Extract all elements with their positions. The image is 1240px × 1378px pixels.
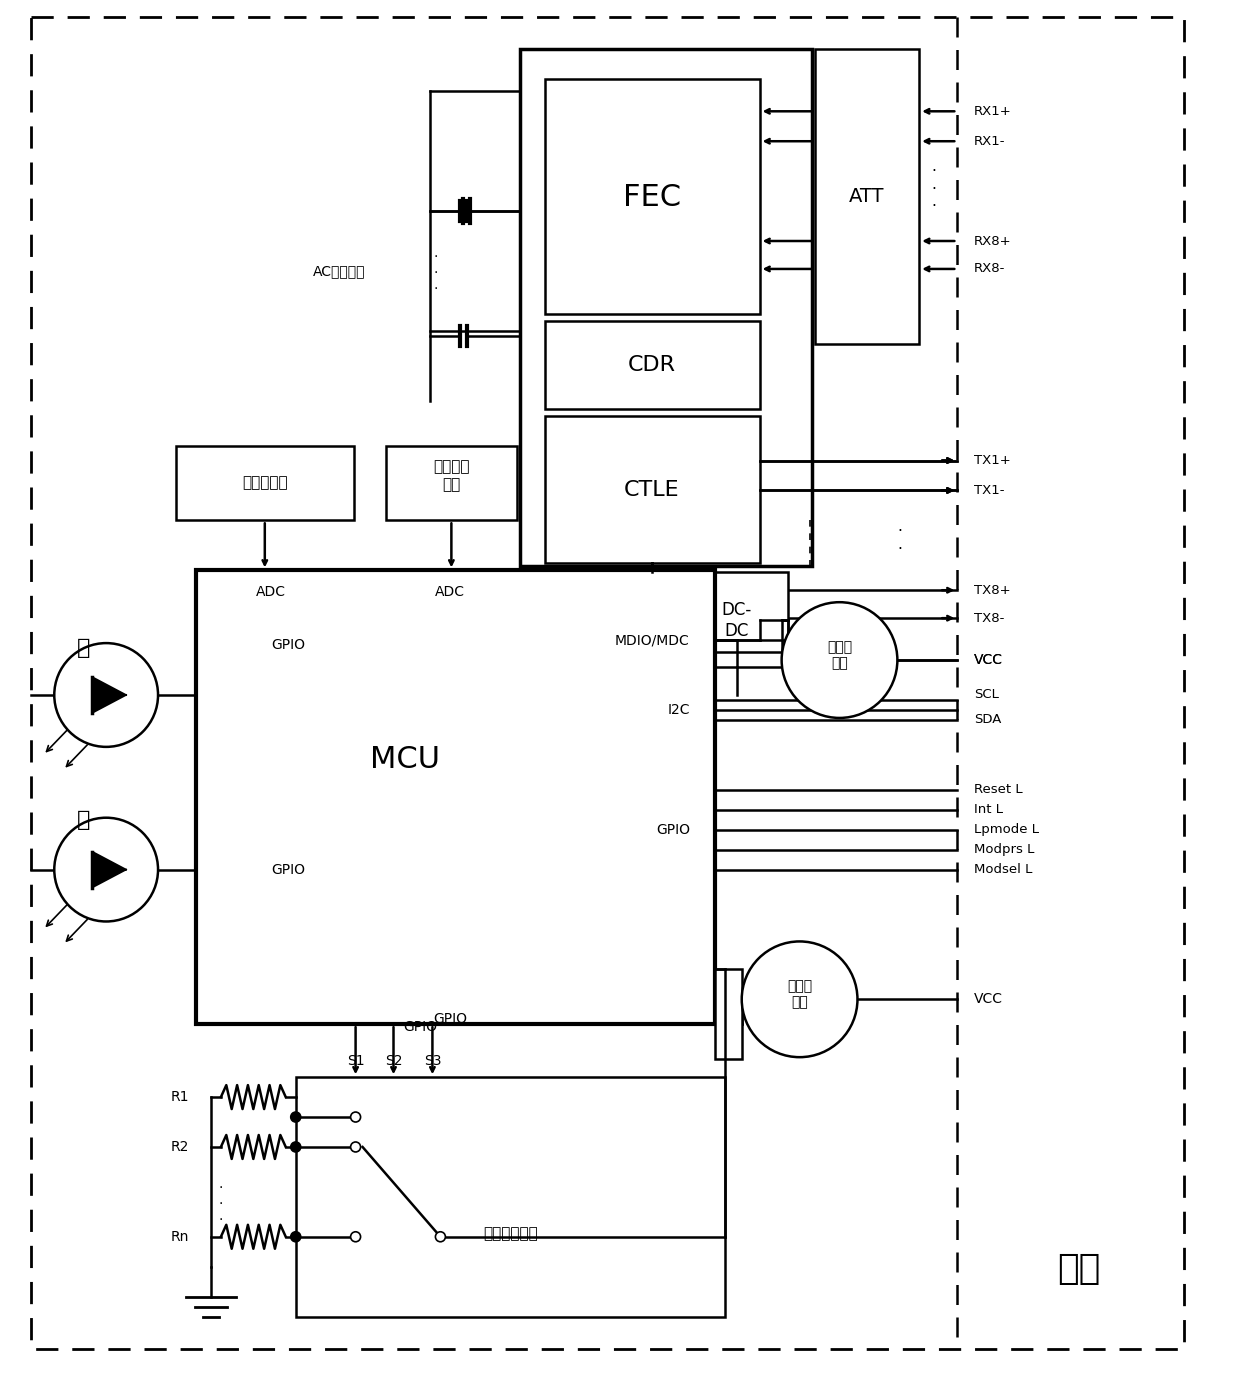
Circle shape [351,1142,361,1152]
Text: ·
·
·: · · · [218,1181,223,1226]
Text: S3: S3 [424,1054,441,1068]
Text: R2: R2 [171,1140,188,1153]
Bar [386,445,517,521]
Text: 多路控制开关: 多路控制开关 [482,1226,538,1242]
Polygon shape [92,852,126,887]
Text: GPIO: GPIO [656,823,689,836]
Circle shape [435,1232,445,1242]
Bar [521,50,811,566]
Text: Rn: Rn [171,1229,188,1244]
Text: RX1+: RX1+ [975,105,1012,117]
Text: RX1-: RX1- [975,135,1006,147]
Circle shape [290,1232,301,1242]
Bar [176,445,353,521]
Text: CDR: CDR [627,354,676,375]
Text: MDIO/MDC: MDIO/MDC [615,633,689,648]
Bar [714,969,742,1060]
Circle shape [781,602,898,718]
Text: GPIO: GPIO [403,1020,438,1035]
Text: ·
·: · · [897,524,901,557]
Text: RX8-: RX8- [975,262,1006,276]
Text: DC-
DC: DC- DC [722,601,751,639]
Circle shape [290,1112,301,1122]
Text: Reset L: Reset L [975,783,1023,796]
Text: I2C: I2C [667,703,689,717]
Text: CTLE: CTLE [624,481,680,500]
Text: TX8+: TX8+ [975,584,1011,597]
Text: 温度传感器: 温度传感器 [242,475,288,491]
Circle shape [55,644,157,747]
Text: 红: 红 [77,810,89,830]
Text: TX1-: TX1- [975,484,1004,497]
Text: SDA: SDA [975,714,1002,726]
Bar [686,572,787,667]
Bar [546,416,760,564]
Bar [295,1078,724,1316]
Text: ·
·
·: · · · [931,164,936,214]
Text: 慢启动
电路: 慢启动 电路 [827,639,852,670]
Text: VCC: VCC [975,653,1003,667]
Bar [815,50,919,343]
Text: AC耦合电容: AC耦合电容 [312,265,366,278]
Text: VCC: VCC [975,653,1003,667]
Text: R1: R1 [170,1090,188,1104]
Text: FEC: FEC [622,183,681,212]
Text: GPIO: GPIO [434,1013,467,1027]
Text: 绿: 绿 [77,638,89,659]
Circle shape [351,1232,361,1242]
Text: Int L: Int L [975,803,1003,816]
Text: S1: S1 [347,1054,365,1068]
Circle shape [290,1142,301,1152]
Text: GPIO: GPIO [270,863,305,876]
Text: Modprs L: Modprs L [975,843,1034,856]
Text: ATT: ATT [848,186,884,205]
Bar [546,321,760,409]
Text: S2: S2 [384,1054,402,1068]
Circle shape [742,941,858,1057]
Bar [546,80,760,314]
Text: 电压采样
电路: 电压采样 电路 [433,459,470,492]
Text: Modsel L: Modsel L [975,863,1033,876]
Text: TX1+: TX1+ [975,453,1011,467]
Text: 慢启动
电路: 慢启动 电路 [787,980,812,1010]
Text: SCL: SCL [975,689,999,701]
Text: ·
·
·: · · · [433,249,438,296]
Circle shape [351,1112,361,1122]
Text: ADC: ADC [435,586,465,599]
Text: ADC: ADC [255,586,285,599]
Text: RX8+: RX8+ [975,234,1012,248]
Polygon shape [92,677,126,712]
Circle shape [55,817,157,922]
Bar [196,570,714,1024]
Text: VCC: VCC [975,992,1003,1006]
Text: MCU: MCU [371,745,440,774]
Text: Lpmode L: Lpmode L [975,823,1039,836]
Text: 接口: 接口 [1058,1251,1101,1286]
Text: TX8-: TX8- [975,612,1004,624]
Text: GPIO: GPIO [270,638,305,652]
